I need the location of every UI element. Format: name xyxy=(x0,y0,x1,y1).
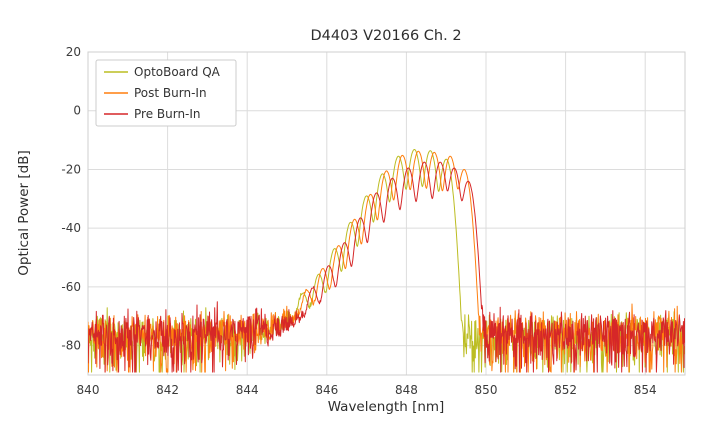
y-tick-label: -60 xyxy=(61,280,81,294)
x-tick-label: 842 xyxy=(156,383,179,397)
x-tick-label: 854 xyxy=(634,383,657,397)
legend-box xyxy=(95,59,237,127)
y-tick-label: -80 xyxy=(61,339,81,353)
y-axis-label: Optical Power [dB] xyxy=(16,150,32,275)
series-line-pre-burn-in xyxy=(88,161,685,373)
legend-label-post-burn-in: Post Burn-In xyxy=(134,86,207,100)
y-tick-label: 0 xyxy=(73,104,81,118)
legend-label-pre-burn-in: Pre Burn-In xyxy=(134,107,201,121)
x-tick-label: 852 xyxy=(554,383,577,397)
tick-labels: 840 842 844 846 848 850 852 854 20 0 -20 -40 -60 -80 xyxy=(61,45,656,397)
x-tick-label: 850 xyxy=(475,383,498,397)
y-tick-label: -20 xyxy=(61,162,81,176)
chart-title: D4403 V20166 Ch. 2 xyxy=(310,28,461,44)
x-tick-label: 846 xyxy=(315,383,338,397)
x-tick-label: 844 xyxy=(236,383,259,397)
x-tick-label: 848 xyxy=(395,383,418,397)
series-lines xyxy=(88,149,685,373)
x-tick-label: 840 xyxy=(77,383,100,397)
x-axis-label: Wavelength [nm] xyxy=(328,399,445,415)
y-tick-label: 20 xyxy=(66,45,81,59)
legend: OptoBoard QA Post Burn-In Pre Burn-In xyxy=(95,59,237,127)
y-tick-label: -40 xyxy=(61,221,81,235)
legend-label-optoboard-qa: OptoBoard QA xyxy=(134,65,221,79)
